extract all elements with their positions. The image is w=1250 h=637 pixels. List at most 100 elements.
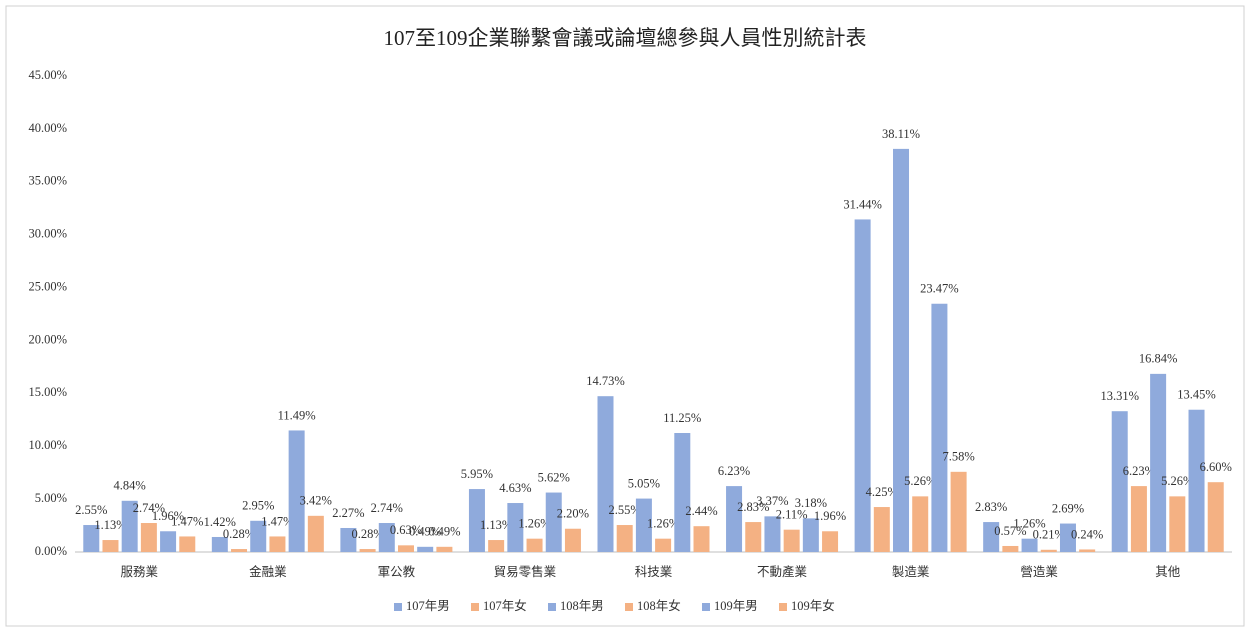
value-label: 0.49% [428, 525, 460, 539]
bar [1169, 496, 1186, 552]
value-label: 1.96% [152, 509, 184, 523]
value-label: 4.25% [866, 485, 898, 499]
value-label: 2.55% [75, 503, 107, 517]
bar [359, 549, 376, 552]
value-label: 2.95% [242, 499, 274, 513]
value-label: 6.23% [1123, 464, 1155, 478]
value-label: 3.42% [300, 494, 332, 508]
value-label: 0.28% [223, 527, 255, 541]
x-tick-label: 不動產業 [757, 564, 808, 579]
legend-label: 107年女 [483, 598, 527, 613]
bar [693, 526, 710, 552]
legend-swatch [471, 603, 479, 611]
bar [854, 219, 871, 552]
value-label: 6.23% [718, 464, 750, 478]
value-label: 2.44% [685, 504, 717, 518]
bar [674, 433, 691, 552]
value-label: 1.13% [94, 518, 126, 532]
value-label: 5.26% [1161, 474, 1193, 488]
bar [1040, 549, 1057, 552]
value-label: 3.37% [756, 494, 788, 508]
bar [140, 523, 157, 552]
legend-swatch [779, 603, 787, 611]
bar [397, 545, 414, 552]
value-label: 0.57% [994, 524, 1026, 538]
value-label: 13.45% [1177, 388, 1216, 402]
bar [783, 529, 800, 552]
bar [468, 489, 485, 552]
bar [526, 538, 543, 552]
bar [269, 536, 286, 552]
value-label: 4.63% [499, 481, 531, 495]
bar [1130, 486, 1147, 552]
x-tick-label: 科技業 [635, 564, 673, 579]
bar [635, 498, 652, 552]
value-label: 1.26% [518, 517, 550, 531]
y-tick-label: 45.00% [28, 68, 67, 82]
bar [950, 471, 967, 552]
bar [745, 522, 762, 552]
bar [822, 531, 839, 552]
legend-label: 109年男 [714, 599, 758, 613]
bar [1021, 538, 1038, 552]
value-label: 1.42% [204, 515, 236, 529]
bar [655, 538, 672, 552]
y-tick-label: 15.00% [28, 385, 67, 399]
value-label: 2.83% [975, 500, 1007, 514]
value-label: 0.21% [1033, 528, 1065, 542]
bar [211, 536, 228, 552]
bar [121, 500, 138, 552]
y-tick-label: 5.00% [35, 491, 67, 505]
bar [873, 507, 890, 552]
y-tick-label: 40.00% [28, 121, 67, 135]
bar [102, 540, 119, 552]
x-tick-label: 金融業 [249, 564, 287, 579]
bar [1188, 409, 1205, 552]
legend-label: 107年男 [406, 599, 450, 613]
value-label: 1.13% [480, 518, 512, 532]
bar [160, 531, 177, 552]
bar [764, 516, 781, 552]
value-label: 0.28% [351, 527, 383, 541]
y-tick-label: 35.00% [28, 174, 67, 188]
bar [1002, 545, 1019, 552]
legend-label: 108年女 [637, 598, 681, 613]
bar [436, 546, 453, 552]
y-tick-label: 30.00% [28, 227, 67, 241]
x-tick-label: 軍公教 [378, 564, 416, 579]
bar [931, 303, 948, 552]
chart-title: 107至109企業聯繫會議或論壇總參與人員性別統計表 [384, 26, 867, 50]
value-label: 7.58% [942, 450, 974, 464]
legend-swatch [702, 603, 710, 611]
bar [564, 528, 581, 552]
bar [507, 503, 524, 552]
y-tick-label: 20.00% [28, 332, 67, 346]
legend-label: 109年女 [791, 598, 835, 613]
y-tick-label: 0.00% [35, 544, 67, 558]
value-label: 11.25% [663, 411, 701, 425]
value-label: 3.18% [795, 496, 827, 510]
value-label: 6.60% [1200, 460, 1232, 474]
legend-swatch [548, 603, 556, 611]
value-label: 4.84% [114, 479, 146, 493]
bar [545, 492, 562, 552]
bar [378, 523, 395, 552]
bar [616, 525, 633, 552]
chart-border [5, 5, 1245, 627]
x-tick-label: 製造業 [892, 564, 930, 579]
value-label: 2.69% [1052, 501, 1084, 515]
value-label: 0.49% [409, 525, 441, 539]
value-label: 2.55% [609, 503, 641, 517]
value-label: 2.74% [133, 501, 165, 515]
value-label: 11.49% [278, 408, 316, 422]
y-tick-label: 10.00% [28, 438, 67, 452]
bar [1111, 411, 1128, 552]
value-label: 2.11% [776, 508, 808, 522]
bar [83, 525, 100, 552]
bar [983, 522, 1000, 552]
x-tick-label: 其他 [1155, 565, 1181, 579]
legend-swatch [625, 603, 633, 611]
value-label: 1.47% [171, 514, 203, 528]
x-tick-label: 貿易零售業 [494, 564, 557, 579]
